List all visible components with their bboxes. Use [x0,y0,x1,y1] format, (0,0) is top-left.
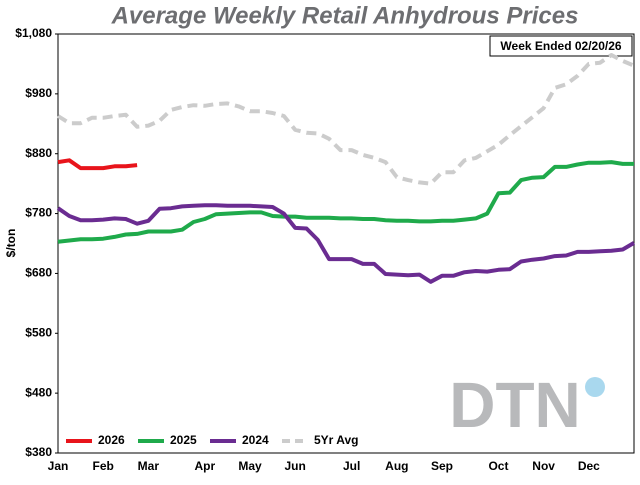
y-tick-label: $980 [25,86,52,100]
x-tick-label: Jan [48,459,69,473]
watermark: DTN [449,369,581,441]
chart-title: Average Weekly Retail Anhydrous Prices [111,2,579,29]
x-tick-label: Dec [578,459,600,473]
series-line [57,160,634,244]
x-tick-label: Jun [285,459,306,473]
y-tick-label: $780 [25,206,52,220]
y-tick-label: $1,080 [15,26,52,40]
x-tick-label: Feb [93,459,114,473]
series-line [56,203,636,284]
x-tick-label: Nov [532,459,555,473]
y-tick-label: $480 [25,385,52,399]
annotation-box [489,35,633,57]
x-tick-label: Oct [488,459,508,473]
x-tick-label: Apr [194,459,215,473]
legend-label: 2026 [98,433,125,447]
x-tick-label: May [238,459,262,473]
x-tick-label: Jul [343,459,360,473]
x-tick-label: Sep [431,459,453,473]
legend-label: 2024 [242,433,269,447]
y-tick-label: $380 [25,445,52,459]
x-tick-label: Mar [138,459,160,473]
series-line [56,53,635,186]
y-tick-label: $680 [25,266,52,280]
legend-label: 2025 [170,433,197,447]
y-tick-label: $880 [25,146,52,160]
watermark-dot [585,377,605,397]
legend-label: 5Yr Avg [314,433,358,447]
x-tick-label: Aug [385,459,408,473]
series-line [57,158,138,171]
y-axis-label: $/ton [4,229,18,258]
annotation: Week Ended 02/20/26 [500,39,622,53]
y-tick-label: $580 [25,325,52,339]
